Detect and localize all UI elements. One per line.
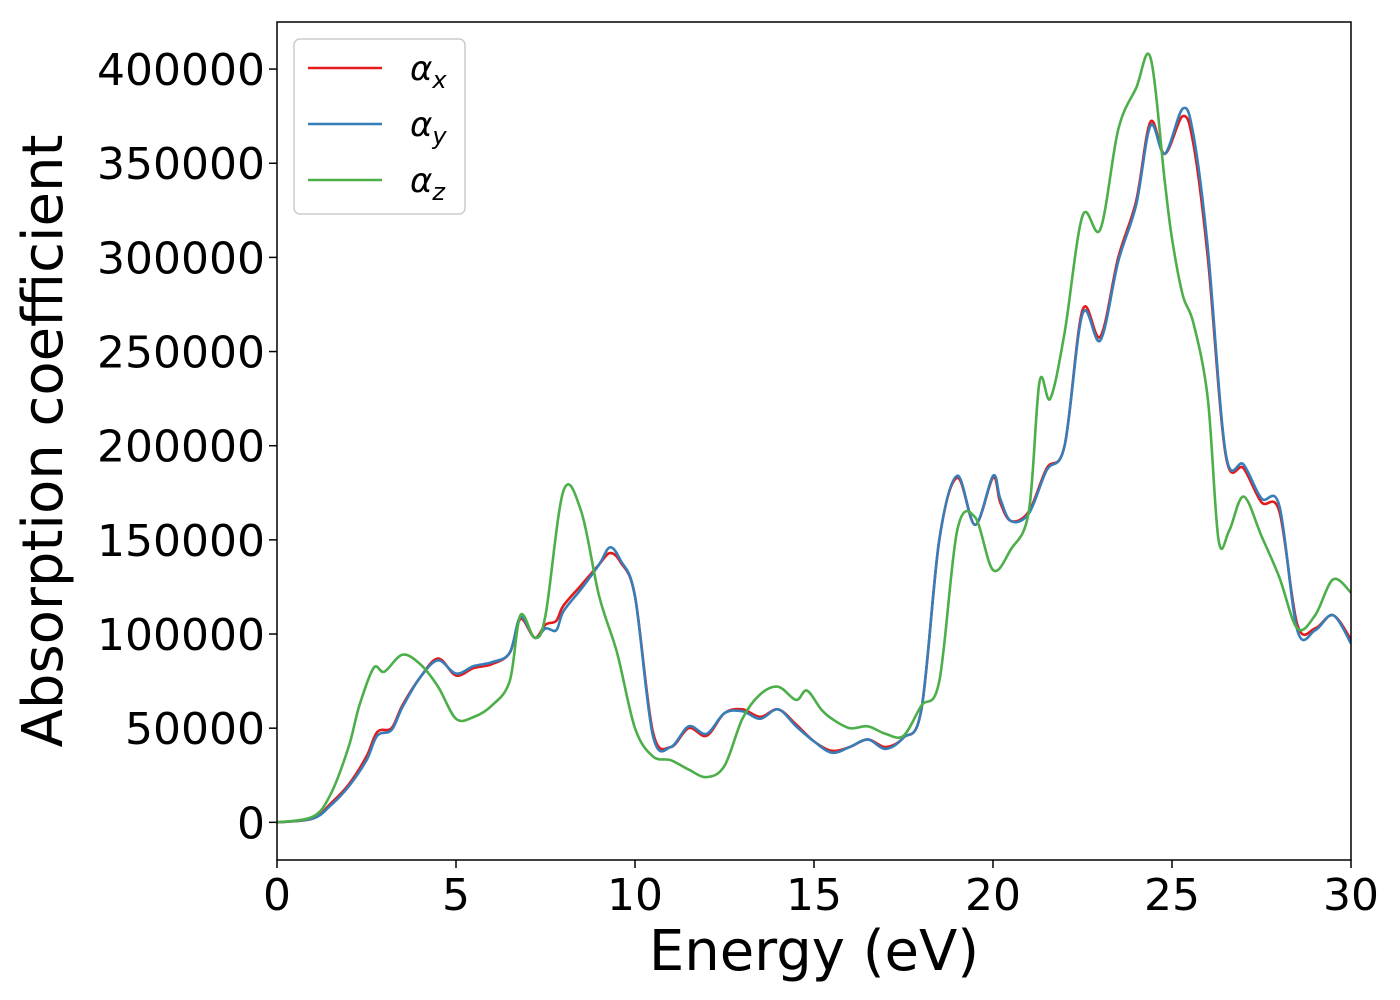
x-tick-label: 5	[442, 870, 470, 921]
series-line-z	[277, 52, 1351, 824]
x-tick-label: 25	[1144, 870, 1200, 921]
y-tick-label: 300000	[97, 233, 265, 284]
y-tick-label: 200000	[97, 422, 265, 473]
y-axis: 0 50000 100000 150000 200000 250000 300000 3500…	[97, 45, 277, 849]
plot-lines	[277, 52, 1351, 824]
y-tick-label: 50000	[125, 704, 265, 755]
series-line-x	[277, 114, 1351, 824]
y-tick-label: 400000	[97, 45, 265, 96]
y-tick-label: 100000	[97, 610, 265, 661]
x-tick-label: 30	[1323, 870, 1379, 921]
series-line-y	[277, 106, 1351, 824]
legend-label-y: αy	[410, 105, 447, 150]
y-tick-label: 150000	[97, 516, 265, 567]
legend-label-x: αx	[410, 49, 447, 94]
legend: αx αy αz	[293, 38, 466, 215]
x-tick-label: 20	[965, 870, 1021, 921]
y-tick-label: 0	[237, 798, 265, 849]
legend-label-z: αz	[410, 161, 446, 206]
x-tick-label: 0	[263, 870, 291, 921]
x-tick-label: 10	[607, 870, 663, 921]
y-axis-title: Absorption coefficient	[11, 135, 76, 748]
legend-box	[293, 38, 466, 215]
x-axis: 0 5 10 15 20 25 30	[263, 860, 1379, 921]
x-axis-title: Energy (eV)	[649, 919, 979, 984]
y-tick-label: 250000	[97, 328, 265, 379]
y-tick-label: 350000	[97, 139, 265, 190]
x-tick-label: 15	[786, 870, 842, 921]
